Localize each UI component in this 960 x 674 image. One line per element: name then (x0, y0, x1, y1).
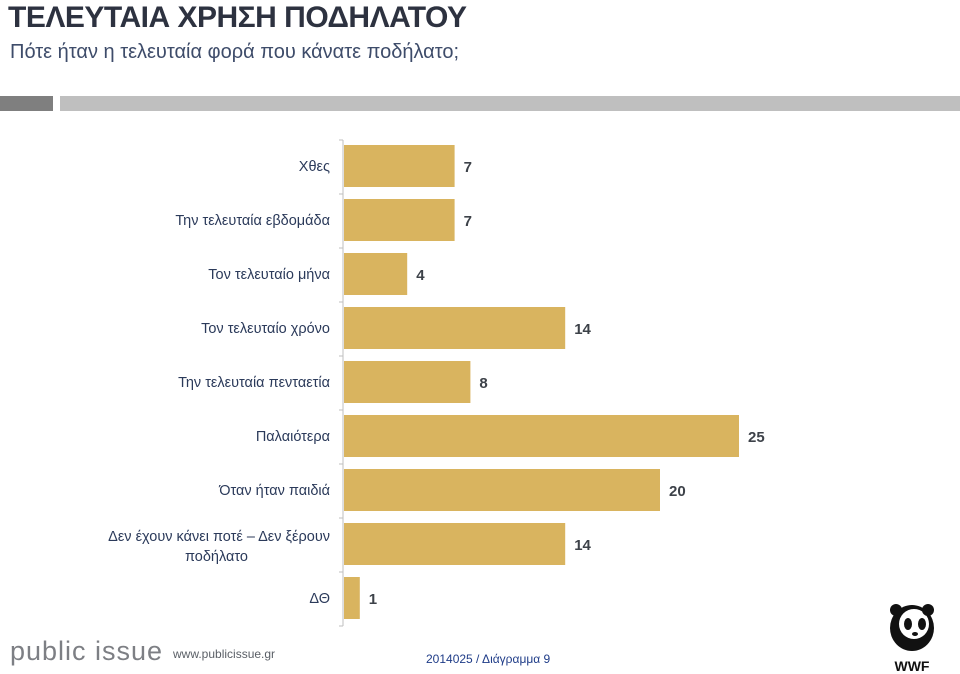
category-label-3: Τον τελευταίο χρόνο (201, 321, 330, 337)
footer-url: www.publicissue.gr (173, 647, 276, 661)
wwf-panda-logo: WWF (890, 604, 934, 674)
bar-0 (344, 145, 455, 187)
bar-7 (344, 523, 566, 565)
bar-5 (344, 415, 739, 457)
header-divider-dark (0, 96, 53, 111)
bar-6 (344, 469, 660, 511)
value-label-3: 14 (574, 321, 591, 338)
value-label-8: 1 (369, 591, 377, 608)
category-label-4: Την τελευταία πενταετία (178, 375, 330, 391)
header-divider-light (60, 96, 960, 111)
value-label-1: 7 (464, 213, 472, 230)
value-label-4: 8 (479, 375, 487, 392)
page-subtitle: Πότε ήταν η τελευταία φορά που κάνατε πο… (10, 41, 460, 63)
category-label-5: Παλαιότερα (256, 429, 330, 445)
category-label-8: ΔΘ (309, 591, 330, 607)
value-label-6: 20 (669, 483, 686, 500)
category-label-6: Όταν ήταν παιδιά (218, 483, 330, 499)
bar-1 (344, 199, 455, 241)
category-label-1: Την τελευταία εβδομάδα (175, 213, 330, 229)
bar-2 (344, 253, 408, 295)
category-label-7: Δεν έχουν κάνει ποτέ – Δεν ξέρουν ποδήλατ… (108, 529, 330, 565)
bar-8 (344, 577, 360, 619)
value-label-5: 25 (748, 429, 765, 446)
category-label-0: Χθες (299, 159, 330, 175)
category-label-2: Τον τελευταίο μήνα (208, 267, 330, 283)
value-label-7: 14 (574, 537, 591, 554)
page-title: ΤΕΛΕΥΤΑΙΑ ΧΡΗΣΗ ΠΟΔΗΛΑΤΟΥ (8, 1, 467, 34)
footer-chart-code: 2014025 / Διάγραμμα 9 (426, 652, 551, 666)
bar-3 (344, 307, 566, 349)
wwf-logo-text: WWF (895, 658, 930, 674)
public-issue-logo: public issue (10, 636, 164, 666)
value-label-2: 4 (416, 267, 425, 284)
bar-4 (344, 361, 471, 403)
value-label-0: 7 (464, 159, 472, 176)
